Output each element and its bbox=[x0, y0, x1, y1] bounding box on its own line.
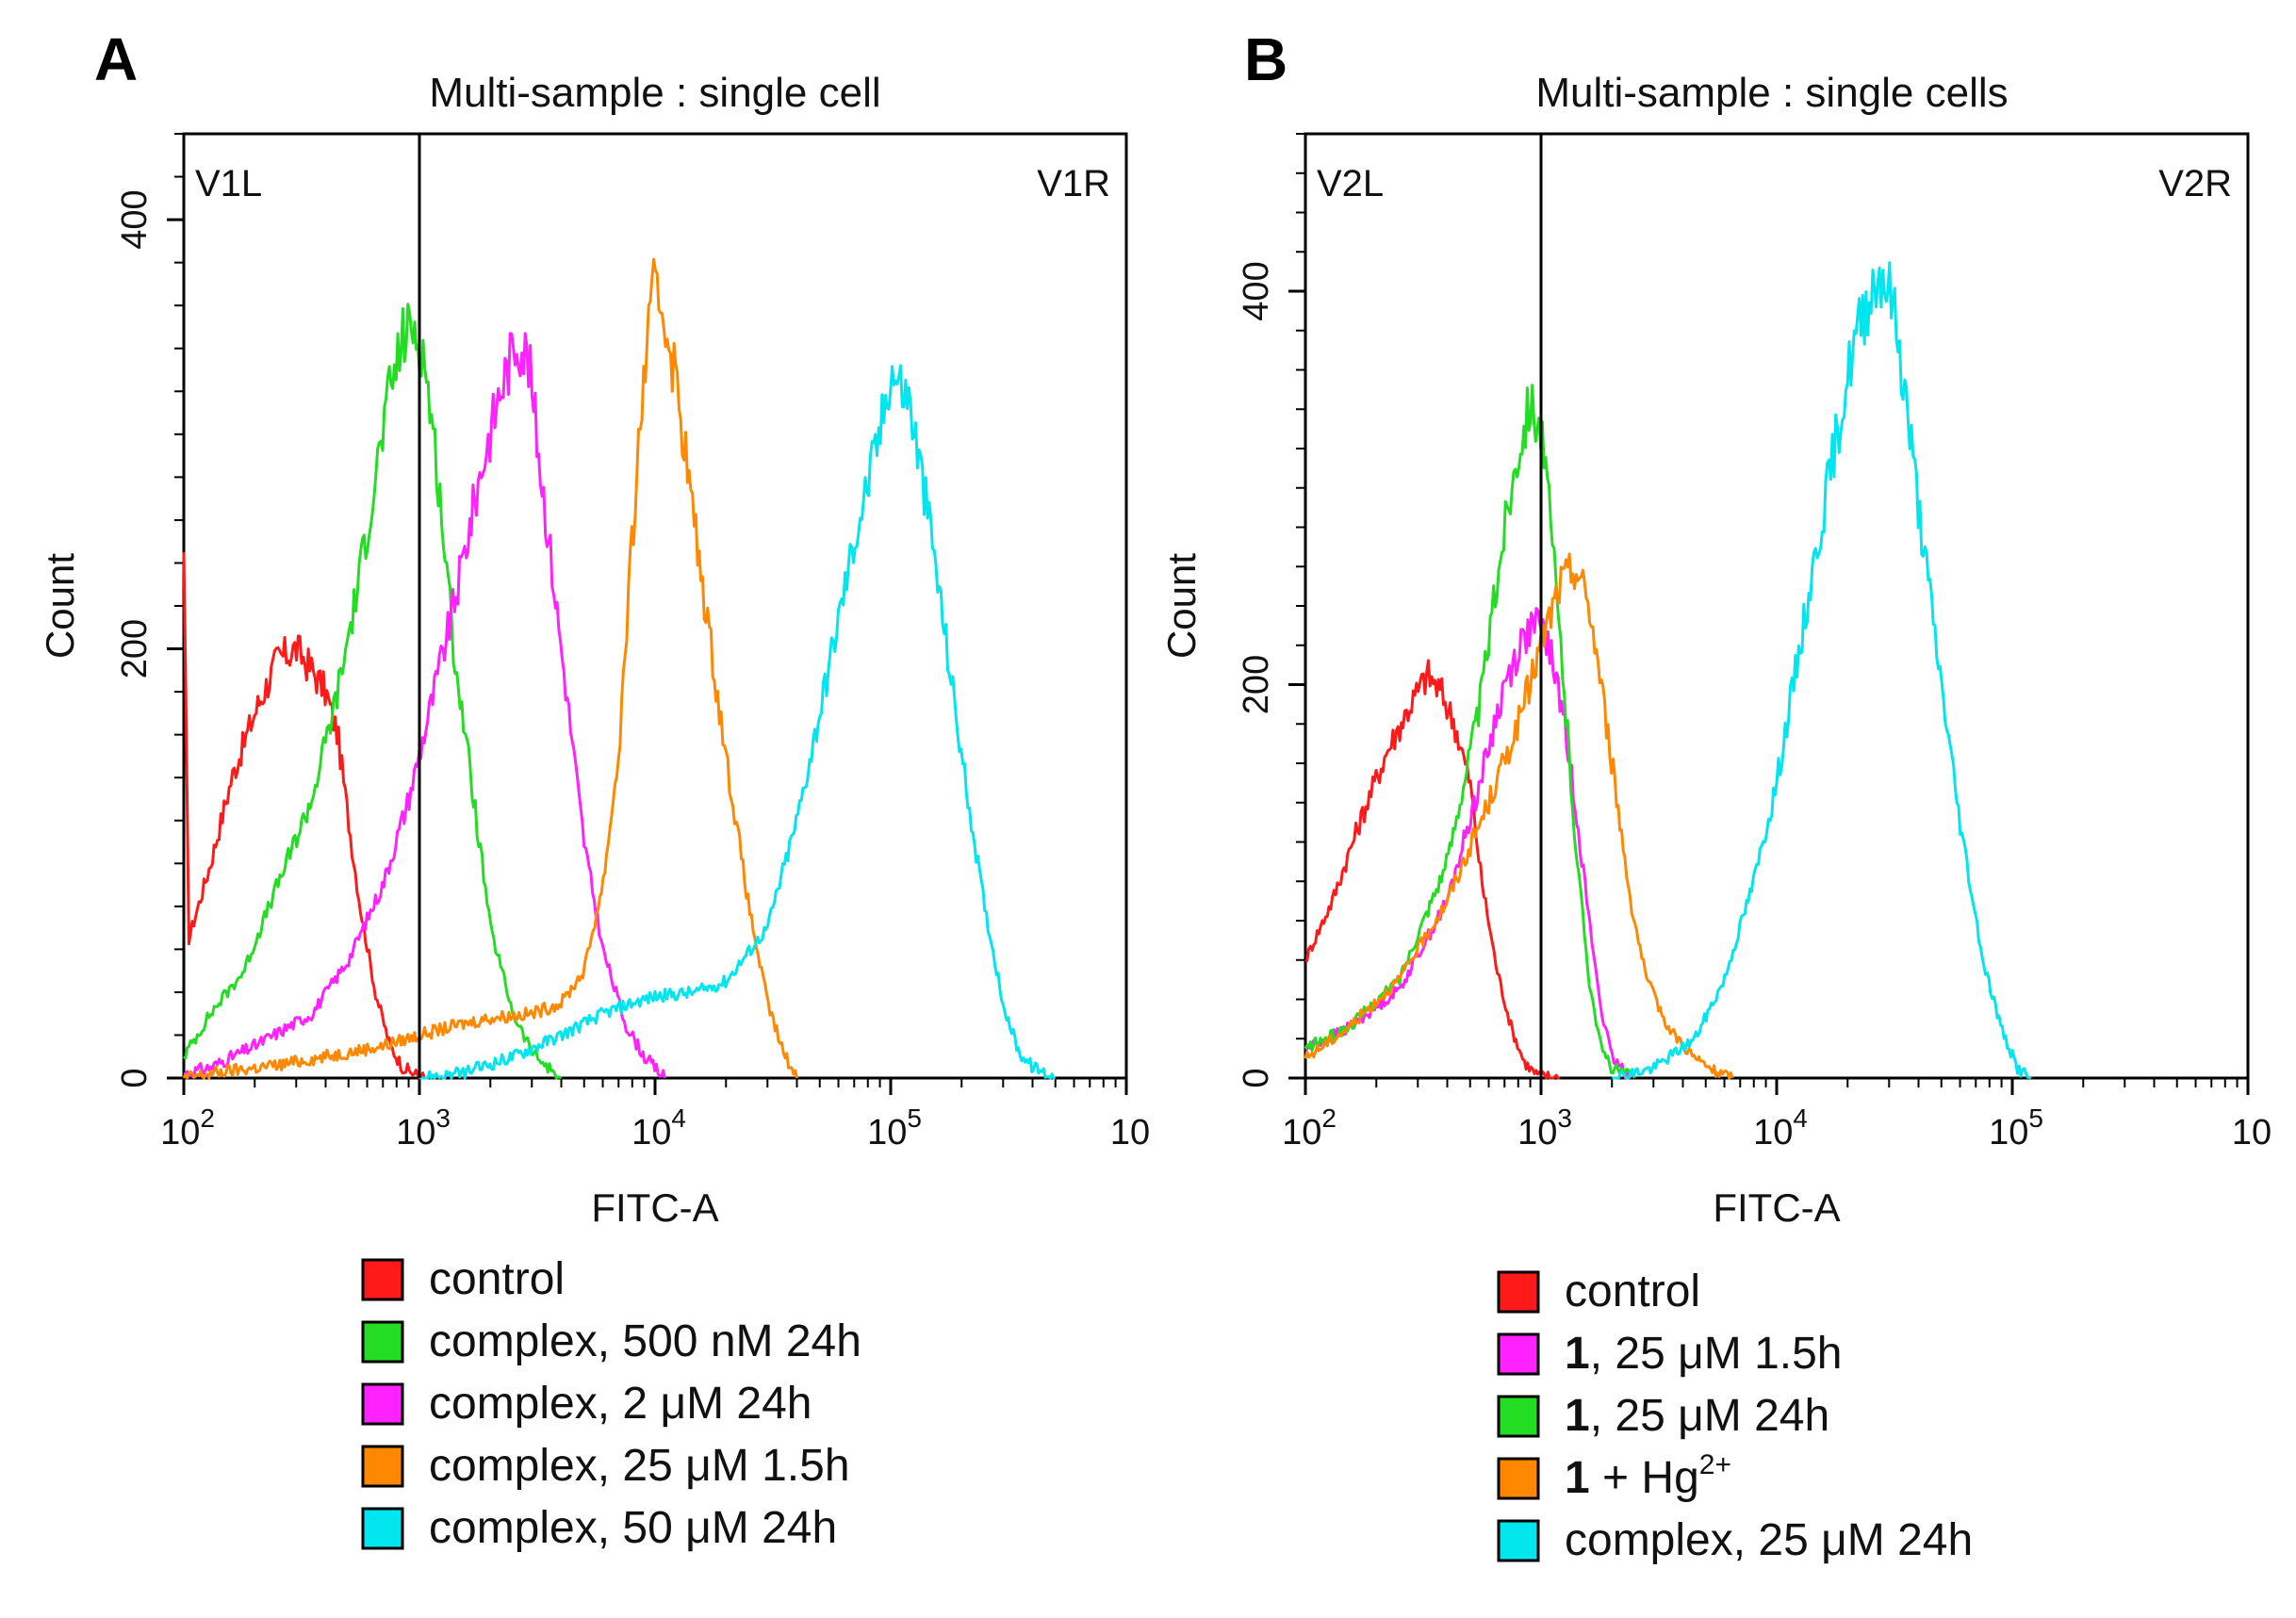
legend-a: control complex, 500 nM 24h complex, 2 μM … bbox=[361, 1254, 861, 1553]
legend-a-item-undefined-complex-500-nm-24h: complex, 500 nM 24h bbox=[361, 1316, 861, 1366]
legend-b-label: 1, 25 μM 1.5h bbox=[1565, 1329, 1843, 1379]
panel-b-x-minor-ticks bbox=[1304, 1078, 2250, 1095]
x-tick-label: 103 bbox=[396, 1103, 451, 1152]
panel-b-series-1-hg bbox=[1304, 552, 1734, 1080]
legend-b-label: 1, 25 μM 24h bbox=[1565, 1391, 1829, 1441]
legend-a-swatch bbox=[361, 1320, 404, 1364]
panel-a-label: A bbox=[94, 25, 138, 93]
legend-b-item-1-25-m-1-5h: 1, 25 μM 1.5h bbox=[1497, 1329, 1843, 1379]
panel-a-y-tick-labels: 0 200 400 bbox=[115, 189, 155, 1087]
y-tick-label: 200 bbox=[115, 619, 155, 678]
legend-a-item-undefined-complex-25-m-1-5h: complex, 25 μM 1.5h bbox=[361, 1441, 850, 1491]
legend-b-item-1-hg: 1 + Hg2+ bbox=[1497, 1449, 1731, 1503]
legend-a-item-undefined-complex-2-m-24h: complex, 2 μM 24h bbox=[361, 1379, 812, 1429]
legend-b-swatch bbox=[1497, 1457, 1540, 1500]
legend-b-label: complex, 25 μM 24h bbox=[1565, 1515, 1973, 1565]
panel-a-x-axis-label: FITC-A bbox=[591, 1185, 718, 1230]
legend-b-label: 1 + Hg2+ bbox=[1565, 1449, 1731, 1503]
legend-a-swatch bbox=[361, 1258, 404, 1301]
panel-b-label: B bbox=[1244, 25, 1287, 93]
legend-b-swatch bbox=[1497, 1332, 1540, 1376]
panel-a-gate-left-label: V1L bbox=[195, 163, 262, 204]
y-tick-label: 200 bbox=[1237, 655, 1276, 714]
panel-b-series-control bbox=[1304, 659, 1560, 1080]
panel-b-x-tick-labels: 102 103 104 105 10 bbox=[1282, 1103, 2271, 1152]
x-tick-label: 102 bbox=[160, 1103, 215, 1152]
panel-b-x-axis-label: FITC-A bbox=[1713, 1185, 1840, 1230]
x-tick-label: 10 bbox=[2232, 1113, 2271, 1152]
panel-b-gate-right-label: V2R bbox=[2158, 163, 2232, 204]
x-tick-label: 104 bbox=[631, 1103, 686, 1152]
y-tick-label: 400 bbox=[115, 189, 155, 249]
x-tick-label: 10 bbox=[1110, 1113, 1150, 1152]
legend-b-item-1-25-m-24h: 1, 25 μM 24h bbox=[1497, 1391, 1829, 1441]
legend-a-item-undefined-control: control bbox=[361, 1254, 565, 1304]
panel-a-gate-right-label: V1R bbox=[1037, 163, 1110, 204]
panel-a-series-control bbox=[182, 552, 426, 1080]
legend-a-swatch bbox=[361, 1507, 404, 1550]
x-tick-label: 103 bbox=[1517, 1103, 1572, 1152]
legend-a-label: complex, 2 μM 24h bbox=[429, 1379, 812, 1429]
panel-b-gate-left-label: V2L bbox=[1317, 163, 1384, 204]
legend-b: control 1, 25 μM 1.5h 1, 25 μM 24h 1 + Hg2+… bbox=[1497, 1267, 1973, 1565]
panel-b-series-1-25-m-24h bbox=[1304, 384, 1636, 1079]
panel-b-y-tick-labels: 0 200 400 bbox=[1237, 261, 1276, 1087]
y-tick-label: 0 bbox=[1237, 1068, 1276, 1087]
panel-b-series-complex-25-m-24h bbox=[1612, 261, 2032, 1080]
panel-a-series-complex-2-m-24h bbox=[183, 332, 666, 1079]
legend-b-item-complex-25-m-24h: complex, 25 μM 24h bbox=[1497, 1515, 1973, 1565]
panel-b: B Multi-sample : single cells V2L V2R 0 2… bbox=[1159, 25, 2271, 1230]
panel-b-y-axis-label: Count bbox=[1159, 553, 1204, 659]
legend-a-swatch bbox=[361, 1445, 404, 1488]
panel-a-y-minor-ticks bbox=[167, 133, 184, 1080]
legend-a-label: complex, 25 μM 1.5h bbox=[429, 1441, 850, 1491]
x-tick-label: 105 bbox=[867, 1103, 922, 1152]
legend-a-label: control bbox=[429, 1254, 565, 1304]
y-tick-label: 400 bbox=[1237, 261, 1276, 320]
panel-a-plot-frame bbox=[182, 132, 1128, 1080]
panel-b-title: Multi-sample : single cells bbox=[1535, 70, 2008, 116]
panel-a: A Multi-sample : single cell V1L V1R 0 20… bbox=[38, 25, 1150, 1230]
legend-b-swatch bbox=[1497, 1270, 1540, 1314]
panel-b-plot-frame bbox=[1304, 132, 2250, 1080]
x-tick-label: 105 bbox=[1989, 1103, 2043, 1152]
panel-a-series-complex-25-m-1-5h bbox=[182, 257, 798, 1080]
panel-a-title: Multi-sample : single cell bbox=[429, 70, 880, 116]
panel-a-series-complex-500-nm-24h bbox=[182, 302, 563, 1080]
legend-b-label: control bbox=[1565, 1267, 1700, 1316]
panel-a-x-minor-ticks bbox=[182, 1078, 1128, 1095]
legend-b-swatch bbox=[1497, 1395, 1540, 1438]
legend-a-label: complex, 50 μM 24h bbox=[429, 1503, 837, 1553]
panel-a-series-complex-50-m-24h bbox=[419, 364, 1056, 1080]
x-tick-label: 102 bbox=[1282, 1103, 1337, 1152]
x-tick-label: 104 bbox=[1753, 1103, 1808, 1152]
y-tick-label: 0 bbox=[115, 1068, 155, 1087]
legend-a-item-undefined-complex-50-m-24h: complex, 50 μM 24h bbox=[361, 1503, 837, 1553]
legend-b-swatch bbox=[1497, 1519, 1540, 1562]
legend-b-item-control: control bbox=[1497, 1267, 1700, 1316]
panel-a-series-group bbox=[182, 257, 1056, 1080]
panel-b-series-group bbox=[1304, 261, 2032, 1080]
panel-a-y-axis-label: Count bbox=[38, 553, 82, 659]
legend-a-label: complex, 500 nM 24h bbox=[429, 1316, 861, 1366]
legend-a-swatch bbox=[361, 1382, 404, 1426]
panel-b-y-minor-ticks bbox=[1288, 133, 1305, 1080]
panel-a-x-tick-labels: 102 103 104 105 10 bbox=[160, 1103, 1150, 1152]
